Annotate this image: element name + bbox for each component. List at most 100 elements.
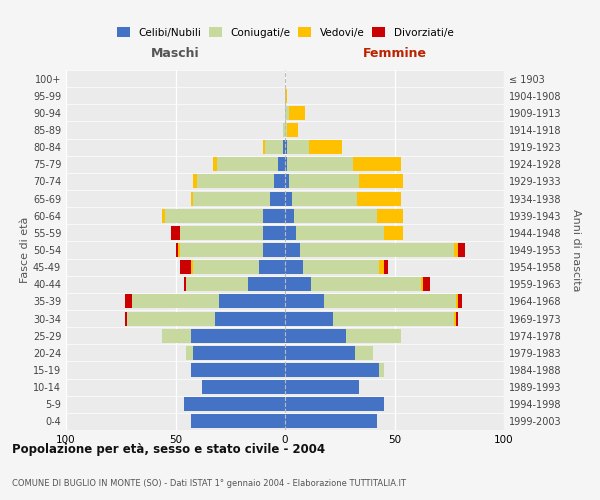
Bar bbox=[379, 260, 383, 274]
Bar bbox=[285, 380, 359, 394]
Y-axis label: Fasce di età: Fasce di età bbox=[20, 217, 30, 283]
Bar bbox=[184, 398, 285, 411]
Bar bbox=[127, 312, 215, 326]
Bar bbox=[193, 346, 285, 360]
Bar bbox=[248, 278, 285, 291]
Bar bbox=[456, 312, 458, 326]
Bar bbox=[383, 260, 388, 274]
Bar bbox=[346, 328, 401, 342]
Bar bbox=[176, 243, 178, 257]
Bar bbox=[191, 414, 285, 428]
Bar bbox=[269, 192, 285, 205]
Bar bbox=[180, 260, 191, 274]
Text: Femmine: Femmine bbox=[362, 46, 427, 60]
Bar bbox=[423, 278, 430, 291]
Bar bbox=[285, 346, 355, 360]
Bar bbox=[213, 158, 217, 172]
Bar bbox=[285, 88, 287, 102]
Bar bbox=[202, 380, 285, 394]
Bar bbox=[193, 174, 197, 188]
Bar bbox=[379, 363, 383, 377]
Bar bbox=[285, 123, 287, 137]
Bar bbox=[296, 226, 383, 240]
Bar bbox=[301, 243, 454, 257]
Bar bbox=[131, 294, 220, 308]
Bar bbox=[193, 192, 269, 205]
Bar bbox=[263, 226, 285, 240]
Bar bbox=[287, 158, 353, 172]
Bar bbox=[359, 174, 403, 188]
Legend: Celibi/Nubili, Coniugati/e, Vedovi/e, Divorziati/e: Celibi/Nubili, Coniugati/e, Vedovi/e, Di… bbox=[112, 23, 458, 42]
Bar bbox=[456, 294, 458, 308]
Bar bbox=[353, 158, 401, 172]
Bar bbox=[285, 278, 311, 291]
Bar bbox=[287, 123, 298, 137]
Bar bbox=[285, 158, 287, 172]
Bar bbox=[311, 278, 421, 291]
Bar bbox=[193, 260, 259, 274]
Bar bbox=[163, 208, 164, 222]
Bar bbox=[355, 346, 373, 360]
Bar bbox=[285, 174, 289, 188]
Bar bbox=[285, 140, 287, 154]
Bar bbox=[171, 226, 180, 240]
Bar bbox=[283, 123, 285, 137]
Bar bbox=[263, 140, 265, 154]
Text: Popolazione per età, sesso e stato civile - 2004: Popolazione per età, sesso e stato civil… bbox=[12, 442, 325, 456]
Bar bbox=[309, 140, 342, 154]
Bar bbox=[164, 208, 263, 222]
Bar bbox=[263, 243, 285, 257]
Text: Maschi: Maschi bbox=[151, 46, 200, 60]
Bar bbox=[333, 312, 454, 326]
Bar bbox=[285, 192, 292, 205]
Bar bbox=[263, 208, 285, 222]
Bar bbox=[285, 243, 301, 257]
Bar bbox=[285, 414, 377, 428]
Bar bbox=[287, 140, 309, 154]
Bar bbox=[421, 278, 423, 291]
Bar bbox=[125, 312, 127, 326]
Bar bbox=[285, 294, 325, 308]
Bar bbox=[377, 208, 403, 222]
Bar bbox=[217, 158, 278, 172]
Bar bbox=[285, 398, 383, 411]
Bar bbox=[191, 192, 193, 205]
Bar bbox=[259, 260, 285, 274]
Bar bbox=[197, 174, 274, 188]
Bar bbox=[289, 174, 359, 188]
Bar bbox=[285, 328, 346, 342]
Bar bbox=[187, 278, 248, 291]
Bar bbox=[458, 294, 463, 308]
Bar bbox=[454, 243, 458, 257]
Bar bbox=[274, 174, 285, 188]
Bar bbox=[265, 140, 283, 154]
Bar bbox=[454, 312, 456, 326]
Bar bbox=[294, 208, 377, 222]
Bar bbox=[292, 192, 357, 205]
Bar bbox=[187, 346, 193, 360]
Bar bbox=[285, 208, 294, 222]
Bar bbox=[191, 328, 285, 342]
Bar bbox=[383, 226, 403, 240]
Bar bbox=[220, 294, 285, 308]
Bar bbox=[285, 260, 302, 274]
Bar bbox=[285, 226, 296, 240]
Bar bbox=[215, 312, 285, 326]
Bar bbox=[178, 243, 180, 257]
Bar bbox=[283, 140, 285, 154]
Bar bbox=[285, 312, 333, 326]
Bar bbox=[302, 260, 379, 274]
Bar bbox=[191, 363, 285, 377]
Bar bbox=[180, 243, 263, 257]
Bar bbox=[184, 278, 187, 291]
Bar bbox=[289, 106, 305, 120]
Bar bbox=[163, 328, 191, 342]
Y-axis label: Anni di nascita: Anni di nascita bbox=[571, 209, 581, 291]
Bar bbox=[325, 294, 456, 308]
Bar bbox=[285, 106, 289, 120]
Bar bbox=[125, 294, 131, 308]
Bar bbox=[180, 226, 263, 240]
Bar bbox=[285, 363, 379, 377]
Bar bbox=[458, 243, 464, 257]
Bar bbox=[191, 260, 193, 274]
